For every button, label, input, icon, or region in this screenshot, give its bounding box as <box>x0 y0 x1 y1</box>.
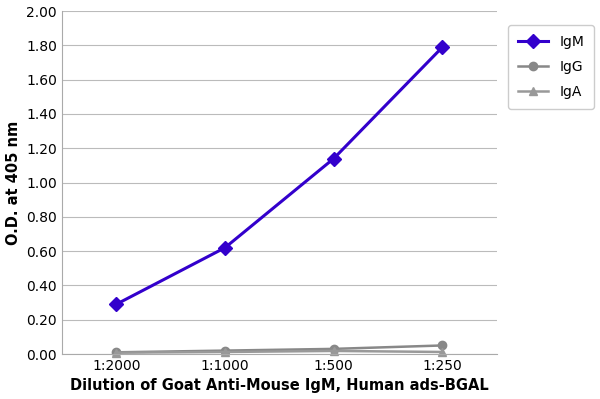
IgM <box>221 245 229 250</box>
Line: IgM: IgM <box>112 42 448 309</box>
IgA <box>221 350 229 354</box>
IgG <box>439 343 446 348</box>
X-axis label: Dilution of Goat Anti-Mouse IgM, Human ads-BGAL: Dilution of Goat Anti-Mouse IgM, Human a… <box>70 378 489 393</box>
Legend: IgM, IgG, IgA: IgM, IgG, IgA <box>508 25 594 109</box>
IgM <box>113 302 120 307</box>
IgG <box>113 350 120 355</box>
Line: IgA: IgA <box>112 347 446 357</box>
IgM <box>330 156 337 161</box>
Y-axis label: O.D. at 405 nm: O.D. at 405 nm <box>5 120 20 245</box>
IgG <box>330 346 337 351</box>
IgM <box>439 45 446 49</box>
Line: IgG: IgG <box>112 341 446 356</box>
IgG <box>221 348 229 353</box>
IgA <box>439 350 446 354</box>
IgA <box>330 349 337 354</box>
IgA <box>113 350 120 355</box>
